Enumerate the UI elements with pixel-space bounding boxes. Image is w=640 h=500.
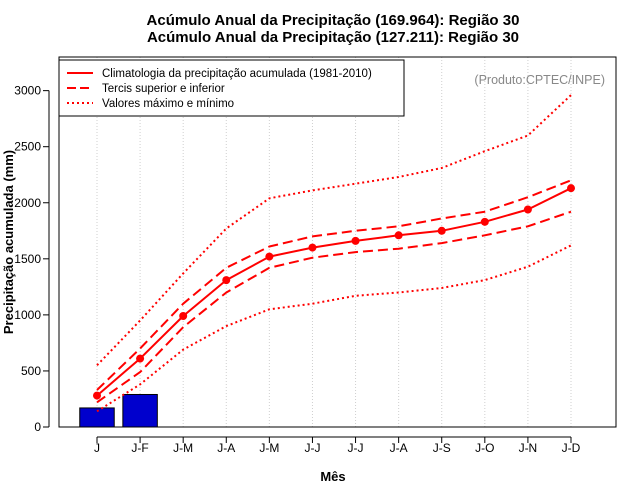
climatology-point-6 — [351, 236, 360, 245]
x-tick-label-11: J-D — [562, 441, 581, 455]
x-tick-label-3: J-A — [217, 441, 235, 455]
climatology-point-5 — [308, 243, 317, 252]
y-tick-label-2: 1000 — [14, 308, 41, 322]
legend-box — [58, 59, 405, 117]
x-tick-label-0: J — [94, 441, 100, 455]
legend-label-extremes: Valores máximo e mínimo — [102, 98, 234, 110]
chart-subtitle: Acúmulo Anual da Precipitação (127.211):… — [147, 29, 519, 46]
climatology-point-11 — [567, 184, 575, 193]
y-tick-label-5: 2500 — [14, 140, 41, 154]
climatology-point-1 — [136, 354, 145, 363]
observed-bars — [79, 393, 158, 428]
legend-label-terciles: Tercis superior e inferior — [102, 83, 225, 95]
y-tick-label-4: 2000 — [14, 196, 41, 210]
x-tick-label-8: J-S — [433, 441, 451, 455]
climatology-point-4 — [265, 252, 274, 261]
series-line-1 — [96, 179, 572, 391]
series-line-2 — [96, 210, 572, 404]
x-tick-label-9: J-O — [475, 441, 494, 455]
legend-label-climatology: Climatologia da precipitação acumulada (… — [102, 68, 372, 80]
x-tick-label-6: J-J — [348, 441, 364, 455]
series-lines — [96, 94, 572, 413]
series-line-4 — [96, 244, 572, 413]
y-axis-label: Precipitação acumulada (mm) — [1, 150, 16, 334]
chart-title: Acúmulo Anual da Precipitação (169.964):… — [147, 12, 520, 29]
climatology-point-7 — [394, 231, 403, 240]
y-tick-label-6: 3000 — [14, 84, 41, 98]
y-tick-label-0: 0 — [34, 420, 41, 434]
x-axis-label: Mês — [320, 469, 345, 484]
x-axis: J J-F J-M J-A J-M J-J J-J J-A J-S J-O J-N J-D — [94, 436, 581, 455]
x-tick-label-5: J-J — [304, 441, 320, 455]
x-tick-label-2: J-M — [173, 441, 193, 455]
series-line-0 — [96, 187, 572, 397]
climatology-point-8 — [437, 226, 446, 235]
plot-frame — [58, 56, 617, 428]
x-tick-label-7: J-A — [390, 441, 408, 455]
climatology-point-3 — [222, 276, 231, 285]
y-axis: 0 500 1000 1500 2000 2500 3000 — [14, 84, 50, 434]
x-tick-label-4: J-M — [259, 441, 279, 455]
legend: Climatologia da precipitação acumulada (… — [58, 59, 405, 117]
climatology-markers — [93, 184, 575, 400]
climatology-point-0 — [93, 391, 101, 400]
x-tick-label-10: J-N — [519, 441, 538, 455]
climatology-point-10 — [523, 205, 532, 214]
series-line-3 — [96, 94, 572, 366]
y-tick-label-3: 1500 — [14, 252, 41, 266]
x-tick-label-1: J-F — [131, 441, 148, 455]
y-tick-label-1: 500 — [21, 364, 41, 378]
observed-bar-1 — [122, 393, 158, 428]
climatology-point-2 — [179, 312, 188, 320]
climatology-point-9 — [480, 217, 489, 226]
credit-text: (Produto:CPTEC/INPE) — [474, 73, 605, 87]
